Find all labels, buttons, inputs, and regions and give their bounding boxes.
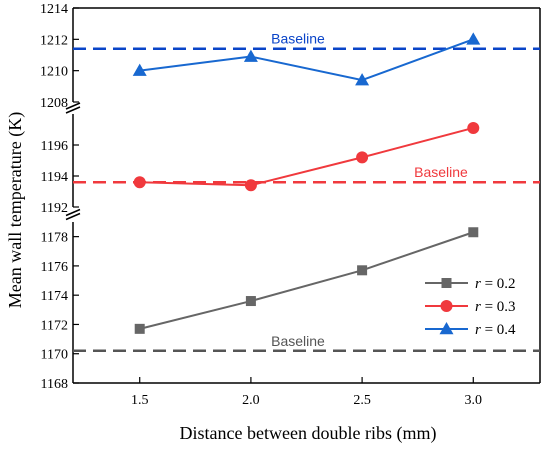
y-tick-label: 1172 <box>41 318 68 333</box>
data-point <box>357 265 368 276</box>
data-point <box>244 179 257 192</box>
data-point <box>245 296 256 307</box>
series-line <box>139 231 474 330</box>
y-tick-label: 1214 <box>40 2 68 17</box>
legend-label: r = 0.4 <box>475 322 516 338</box>
data-point <box>133 176 146 189</box>
data-point <box>466 32 481 45</box>
series-line <box>139 126 474 187</box>
y-tick-label: 1212 <box>40 33 68 48</box>
plot-frame <box>65 7 541 384</box>
data-series <box>132 32 481 334</box>
y-tick-label: 1196 <box>41 139 68 154</box>
y-tick-label: 1194 <box>41 170 68 185</box>
x-tick-label: 1.5 <box>131 393 149 408</box>
baselines: Baseline Baseline Baseline <box>73 31 540 353</box>
data-point <box>132 63 147 76</box>
x-tick-label: 3.0 <box>465 393 483 408</box>
data-point <box>440 300 453 312</box>
axis-break-mark <box>65 208 81 217</box>
y-tick-label: 1208 <box>40 96 68 111</box>
x-tick-label: 2.5 <box>353 393 371 408</box>
data-point <box>441 278 452 288</box>
data-point <box>356 151 369 164</box>
series-line <box>139 38 474 82</box>
y-tick-label: 1178 <box>41 231 68 246</box>
x-tick-label: 2.0 <box>242 393 260 408</box>
y-tick-label: 1174 <box>41 289 68 304</box>
axis-break-mark <box>65 212 81 221</box>
axis-break-mark <box>65 106 81 114</box>
data-point <box>134 323 145 334</box>
legend-label: r = 0.3 <box>475 299 516 315</box>
y-tick-label: 1168 <box>41 377 68 392</box>
y-tick-label: 1170 <box>41 348 68 363</box>
baseline-label: Baseline <box>414 164 468 180</box>
data-point <box>439 322 454 335</box>
baseline-label: Baseline <box>271 333 325 349</box>
data-point <box>243 49 258 62</box>
legend: r = 0.2 r = 0.3 r = 0.4 <box>425 276 516 338</box>
data-point <box>467 121 480 134</box>
y-tick-label: 1176 <box>41 260 68 275</box>
data-point <box>468 227 479 238</box>
y-tick-label: 1192 <box>41 201 68 216</box>
y-tick-label: 1210 <box>40 65 68 80</box>
legend-label: r = 0.2 <box>475 276 516 292</box>
x-axis-title: Distance between double ribs (mm) <box>180 423 437 444</box>
axis-break-mark <box>65 102 81 110</box>
baseline-label: Baseline <box>271 31 325 47</box>
y-axis-title: Mean wall temperature (K) <box>5 112 26 308</box>
data-point <box>355 73 370 86</box>
axis-ticks: 1168 1170 1172 1174 1176 1178 1192 1194 1196 1208… <box>40 2 482 408</box>
